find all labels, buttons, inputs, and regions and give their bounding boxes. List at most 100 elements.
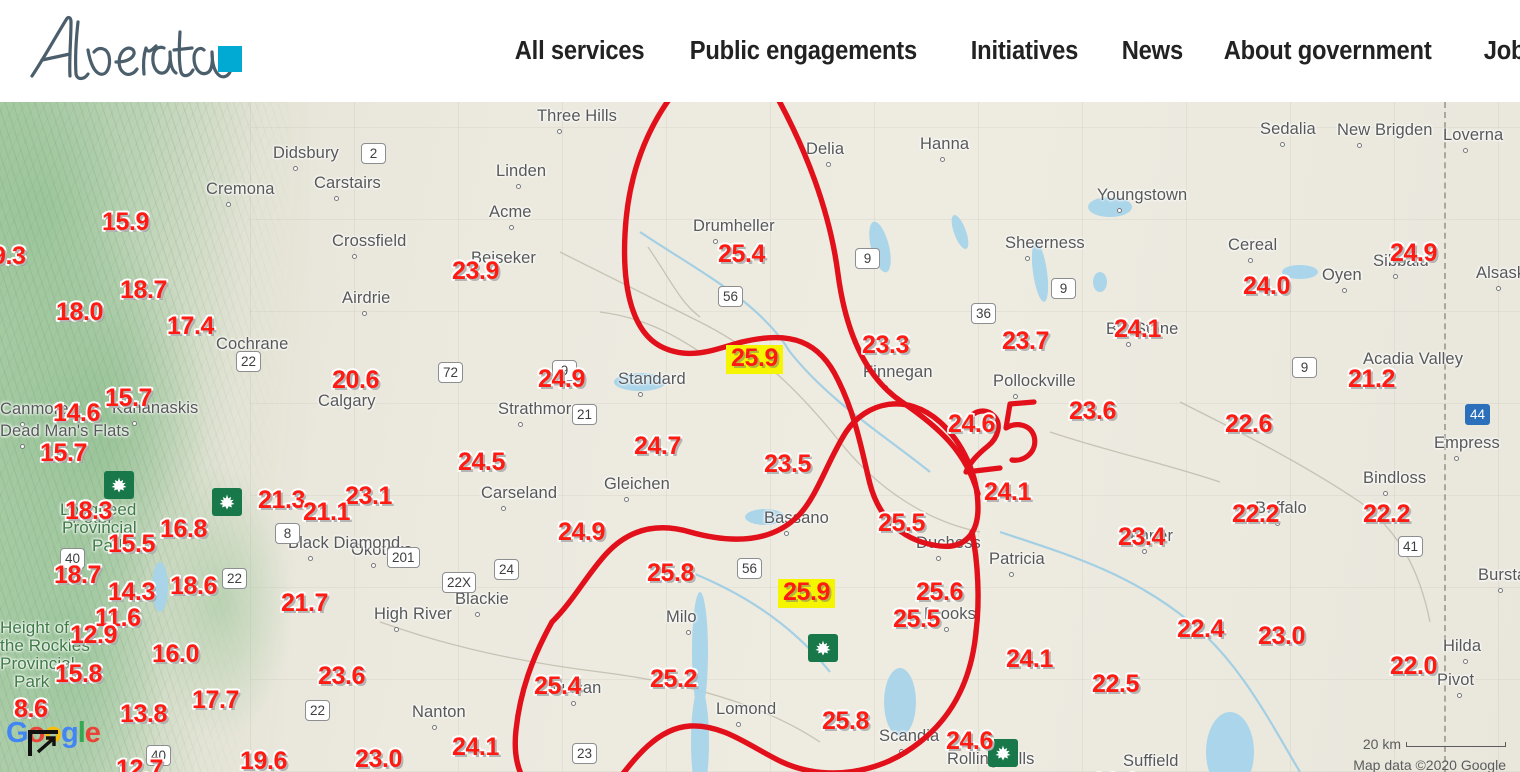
place-label-sedalia: Sedalia: [1260, 120, 1316, 138]
place-label-acadia-valley: Acadia Valley: [1363, 350, 1464, 368]
temperature-reading: 8.6: [14, 695, 48, 723]
shield-label: 9: [863, 251, 872, 266]
temperature-reading: 22.6: [1225, 410, 1273, 438]
section-grid: [250, 102, 1520, 772]
nav-item-all-services[interactable]: All services: [514, 37, 645, 65]
temperature-reading: 23.5: [764, 450, 812, 478]
place-label-finnegan: Finnegan: [863, 363, 933, 381]
park-label-provincial: Provincial: [0, 654, 75, 673]
place-label-drumheller: Drumheller: [693, 217, 775, 235]
place-label-loverna: Loverna: [1443, 126, 1504, 144]
place-label-empress: Empress: [1434, 434, 1500, 452]
place-dot-acadia-valley: [1383, 372, 1388, 377]
temperature-reading: 24.7: [634, 432, 682, 460]
highway-shield-44-10[interactable]: 44: [1465, 404, 1491, 425]
temperature-reading: 17.7: [192, 686, 240, 714]
highway-shield-72-2[interactable]: 72: [438, 362, 464, 383]
shield-label: 201: [392, 550, 415, 565]
place-label-suffield: Suffield: [1123, 752, 1179, 770]
temperature-reading: 11.6: [95, 604, 141, 632]
highway-shield-22-17[interactable]: 22: [222, 568, 248, 589]
temperature-reading: 18.0: [56, 298, 104, 326]
place-dot-youngstown: [1117, 208, 1122, 213]
nav-item-jobs[interactable]: Jobs: [1483, 37, 1520, 65]
temperature-reading: 24.5: [458, 448, 506, 476]
place-dot-crossfield: [352, 254, 357, 259]
highway-shield-56-16[interactable]: 56: [737, 558, 763, 579]
temperature-reading: 24.1: [1006, 645, 1054, 673]
highway-shield-2-0[interactable]: 2: [361, 143, 386, 164]
highway-shield-21-4[interactable]: 21: [572, 404, 598, 425]
highway-shield-9-7[interactable]: 9: [1051, 278, 1076, 299]
place-label-three-hills: Three Hills: [537, 107, 617, 125]
highway-shield-9-9[interactable]: 9: [1292, 357, 1317, 378]
shield-label: 2: [369, 146, 378, 161]
google-logo[interactable]: Google: [6, 717, 101, 756]
highway-shield-1-23[interactable]: [104, 471, 134, 499]
place-label-beiseker: Beiseker: [471, 249, 536, 267]
temperature-reading: 12.9: [70, 621, 118, 649]
nav-item-about-government[interactable]: About government: [1223, 37, 1432, 65]
map-attribution: Map data ©2020 Google: [1353, 757, 1506, 772]
highway-shield-40-18[interactable]: 40: [60, 548, 86, 569]
temperature-reading: 23.4: [1118, 523, 1166, 551]
highway-shield-41-11[interactable]: 41: [1398, 536, 1424, 557]
park-label-lougheed: Lougheed: [60, 500, 137, 519]
highway-shield-201-13[interactable]: 201: [387, 547, 420, 568]
place-dot-burstall: [1498, 588, 1503, 593]
place-label-airdrie: Airdrie: [342, 289, 391, 307]
place-label-delia: Delia: [806, 140, 845, 158]
highway-shield-40-19[interactable]: 40: [146, 745, 172, 766]
temperature-reading: 25.2: [650, 665, 698, 693]
highway-shield-1-25[interactable]: [808, 634, 838, 662]
place-label-scandia: Scandia: [879, 727, 940, 745]
park-label-provincial: Provincial: [62, 518, 137, 537]
maple-leaf-icon: [808, 634, 838, 662]
park-label-the-rockies: the Rockies: [0, 636, 90, 655]
place-dot-cereal: [1248, 258, 1253, 263]
place-dot-loverna: [1463, 148, 1468, 153]
highway-shield-56-5[interactable]: 56: [718, 286, 744, 307]
park-label-height-of: Height of: [0, 618, 69, 637]
place-dot-pollockville: [1013, 394, 1018, 399]
place-label-hilda: Hilda: [1443, 637, 1482, 655]
highway-shield-36-8[interactable]: 36: [971, 303, 997, 324]
shield-label: 8: [283, 526, 292, 541]
place-label-strathmore: Strathmore: [498, 400, 581, 418]
highway-shield-22-1[interactable]: 22: [236, 351, 262, 372]
place-dot-standard: [638, 392, 643, 397]
scale-label: 20 km: [1362, 736, 1401, 752]
place-dot-strathmore: [518, 422, 523, 427]
nav-item-news[interactable]: News: [1121, 37, 1184, 65]
temperature-reading-highlighted: 25.9: [726, 345, 784, 374]
nav-item-initiatives[interactable]: Initiatives: [970, 37, 1079, 65]
alberta-logo[interactable]: [14, 10, 244, 90]
place-label-sibbald: Sibbald: [1373, 252, 1429, 270]
highway-shield-1-24[interactable]: [212, 488, 242, 516]
nav-item-public-engagements[interactable]: Public engagements: [690, 37, 918, 65]
temperature-reading-highlighted: 25.9: [778, 579, 836, 608]
highway-shield-22x-14[interactable]: 22X: [442, 572, 477, 593]
maple-leaf-icon: [988, 739, 1018, 767]
place-dot-black-diamond: [308, 556, 313, 561]
highway-shield-23-21[interactable]: 23: [572, 743, 598, 764]
park-label-park: Park: [92, 536, 128, 555]
main-navigation[interactable]: All services Public engagements Initiati…: [498, 0, 1520, 102]
temperature-reading: 24.6: [946, 727, 994, 755]
maple-leaf-icon: [104, 471, 134, 499]
temperature-reading: 13.8: [120, 700, 168, 728]
temperature-reading: 25.6: [916, 578, 964, 606]
temperature-reading: 15.5: [108, 530, 156, 558]
expand-map-icon[interactable]: [28, 730, 58, 756]
highway-shield-1-26[interactable]: [988, 739, 1018, 767]
temperature-map[interactable]: Didsbury Cremona Carstairs Acme Linden Three …: [0, 102, 1520, 772]
place-dot-patricia: [1009, 572, 1014, 577]
temperature-reading: 25.8: [822, 707, 870, 735]
highway-shield-24-15[interactable]: 24: [494, 559, 520, 580]
place-dot-duchess: [936, 556, 941, 561]
highway-shield-8-12[interactable]: 8: [275, 523, 300, 544]
place-dot-vulcan: [571, 701, 576, 706]
highway-shield-9-6[interactable]: 9: [855, 248, 880, 269]
highway-shield-22-20[interactable]: 22: [305, 700, 331, 721]
temperature-reading: 24.1: [1114, 315, 1162, 343]
